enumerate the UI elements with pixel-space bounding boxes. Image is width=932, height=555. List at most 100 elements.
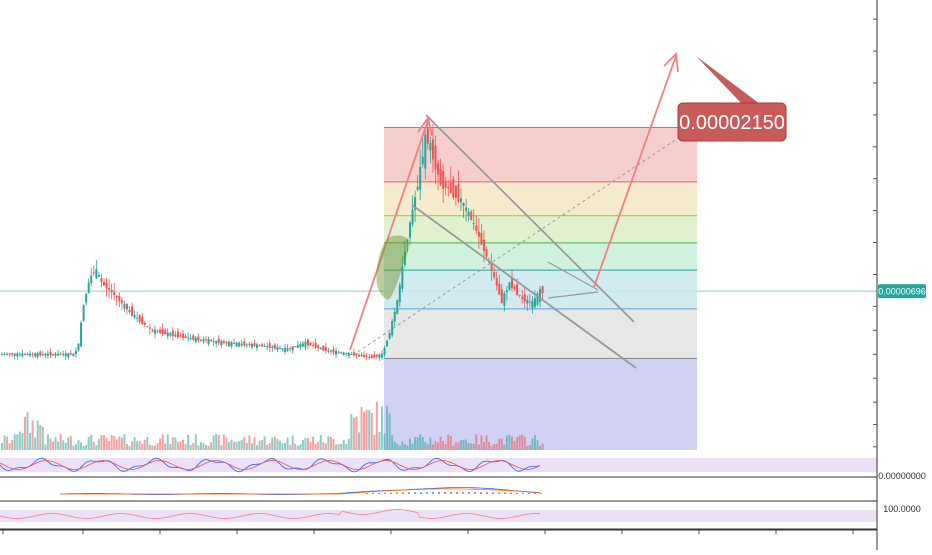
candle-body <box>340 352 343 354</box>
volume-bar <box>345 443 348 450</box>
candle-body <box>245 344 248 346</box>
candle-body <box>416 186 419 190</box>
volume-bar <box>36 420 39 450</box>
macd-histogram-bar <box>534 493 536 494</box>
macd-histogram-bar <box>504 492 506 494</box>
volume-bar <box>312 436 315 450</box>
volume-bar <box>380 406 383 450</box>
candle-body <box>80 322 83 347</box>
macd-histogram-bar <box>456 492 458 494</box>
volume-bar <box>291 435 294 450</box>
macd-histogram-bar <box>450 492 452 494</box>
candle-body <box>110 289 113 293</box>
candle-body <box>95 269 98 279</box>
macd-histogram-bar <box>468 492 470 494</box>
current-price-badge <box>878 284 926 299</box>
volume-bar <box>118 436 121 450</box>
volume-bar <box>77 440 80 450</box>
candle-body <box>6 353 9 355</box>
candle-body <box>3 354 6 356</box>
volume-bar <box>174 437 177 450</box>
candle-body <box>128 310 131 313</box>
candle-body <box>169 333 172 336</box>
candle-body <box>493 272 496 278</box>
candle-body <box>31 353 34 355</box>
candle-body <box>398 284 401 303</box>
volume-bar <box>393 441 396 450</box>
candle-body <box>143 322 146 325</box>
candle-body <box>220 340 223 346</box>
volume-bar <box>536 439 539 450</box>
candle-body <box>113 291 116 296</box>
volume-bar <box>307 438 309 450</box>
candle-body <box>123 303 126 309</box>
volume-bar <box>465 439 468 450</box>
wedge-upper-line <box>547 261 599 291</box>
candle-body <box>77 343 80 351</box>
candle-body <box>411 209 414 225</box>
volume-bar <box>281 443 284 450</box>
volume-bar <box>477 444 480 450</box>
candle-body <box>133 314 136 318</box>
candle-body <box>518 294 521 296</box>
volume-bar <box>485 435 488 450</box>
volume-bar <box>480 435 483 450</box>
current-price-marker: 0.00000696 <box>878 284 926 299</box>
candle-body <box>108 287 111 290</box>
price-axis[interactable] <box>873 18 877 448</box>
volume-bar <box>197 445 200 450</box>
volume-bar <box>141 444 144 450</box>
drawings[interactable] <box>349 52 679 369</box>
candle-body <box>187 337 190 339</box>
candle-body <box>41 354 44 356</box>
candle-body <box>266 346 269 348</box>
stochastic-band <box>0 458 877 472</box>
volume-bar <box>276 438 279 450</box>
candle-body <box>49 351 52 356</box>
candle-body <box>69 353 72 355</box>
candle-body <box>207 339 210 345</box>
candle-body <box>11 353 14 355</box>
candle-body <box>434 145 437 170</box>
target-callout[interactable]: 0.00002150 <box>677 56 787 142</box>
candle-body <box>115 295 118 298</box>
volume-bar <box>189 444 192 450</box>
candle-body <box>240 343 243 346</box>
candle-body <box>386 340 389 347</box>
volume-bar <box>67 437 70 450</box>
fibonacci-retracement[interactable] <box>347 127 697 451</box>
candle-body <box>72 353 75 357</box>
volume-bar <box>261 440 264 450</box>
volume-bar <box>187 434 190 450</box>
volume-bar <box>493 444 496 450</box>
candle-body <box>184 336 187 338</box>
volume-bar <box>516 436 519 450</box>
candle-body <box>345 353 348 355</box>
macd-histogram-bar <box>480 492 482 494</box>
candle-body <box>531 300 534 308</box>
time-axis[interactable] <box>2 530 854 534</box>
candle-body <box>26 353 29 356</box>
candle-body <box>500 289 503 304</box>
volume-bar <box>57 441 60 450</box>
upper-channel-line <box>425 114 635 323</box>
candle-body <box>18 354 21 356</box>
volume-bar <box>401 441 404 450</box>
candle-body <box>342 352 345 355</box>
candle-body <box>396 300 399 314</box>
volume-bar <box>347 438 350 450</box>
rsi-band <box>0 510 877 522</box>
signal-line <box>60 488 541 495</box>
macd-histogram-bar <box>384 492 386 494</box>
candle-body <box>332 349 335 353</box>
volume-bar <box>314 443 317 450</box>
volume-bar <box>528 445 531 450</box>
candle-body <box>174 334 177 337</box>
volume-bar <box>243 437 246 450</box>
candle-body <box>449 182 452 194</box>
candle-body <box>271 346 274 349</box>
current-price-label: 0.00000696 <box>878 287 926 297</box>
candle-body <box>299 344 302 348</box>
